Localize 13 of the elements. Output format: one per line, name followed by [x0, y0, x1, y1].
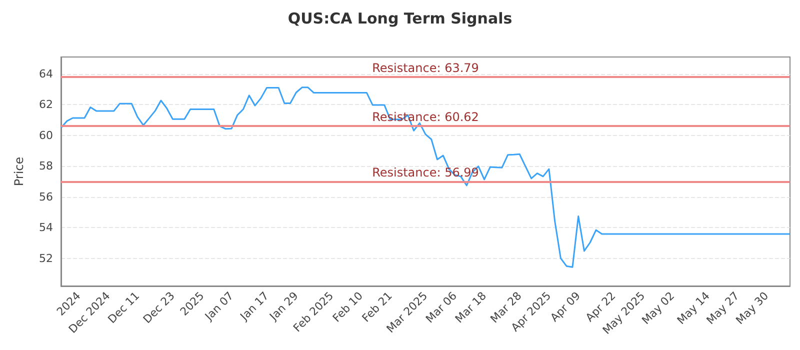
line-series [60, 86, 791, 268]
y-tick-label: 60 [39, 128, 53, 142]
y-tick-label: 54 [39, 221, 53, 234]
y-tick-label: 62 [39, 98, 53, 112]
ref-line-label: Resistance: 63.79 [372, 61, 479, 76]
y-tick-label: 58 [39, 160, 53, 173]
y-tick-label: 64 [39, 67, 53, 80]
x-tick-label: Dec 23 [140, 289, 178, 326]
x-tick-label: Jan 07 [202, 289, 236, 324]
y-tick-label: 56 [39, 190, 53, 204]
y-axis-title: Price [12, 156, 26, 186]
chart-title: QUS:CA Long Term Signals [288, 10, 512, 28]
y-tick-label: 52 [39, 252, 53, 265]
